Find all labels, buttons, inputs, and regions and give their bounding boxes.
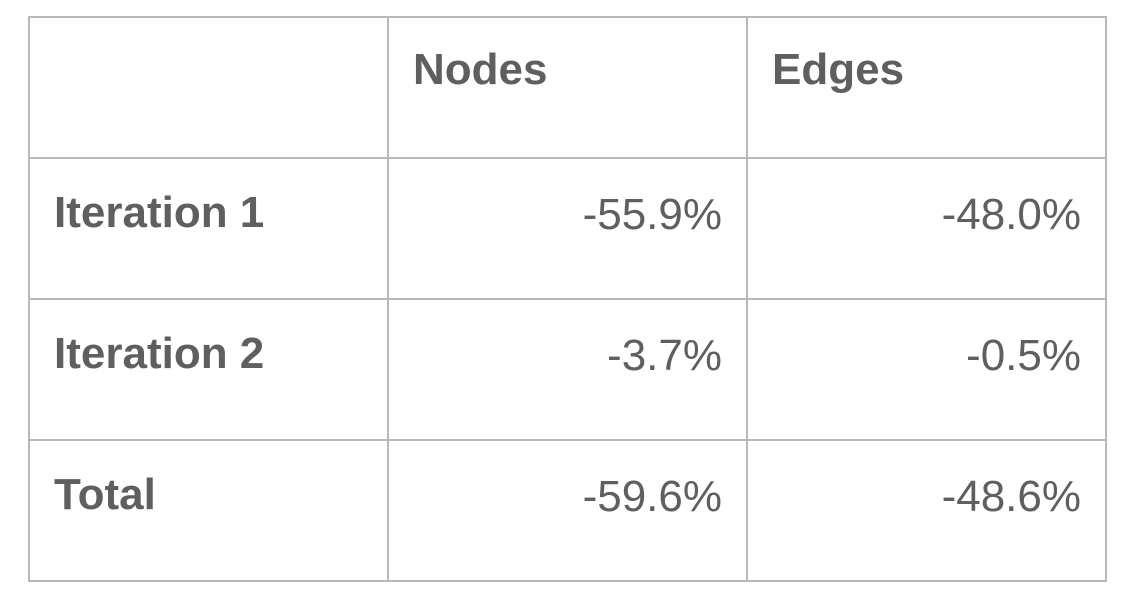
header-empty-cell (28, 16, 389, 159)
cell-iteration-1-nodes: -55.9% (387, 157, 748, 300)
table-row: Total -59.6% -48.6% (28, 439, 1107, 582)
row-label-total: Total (28, 439, 389, 582)
header-edges: Edges (746, 16, 1107, 159)
cell-iteration-2-nodes: -3.7% (387, 298, 748, 441)
cell-total-edges: -48.6% (746, 439, 1107, 582)
reduction-table: Nodes Edges Iteration 1 -55.9% -48.0% It… (28, 16, 1107, 582)
header-row: Nodes Edges (28, 16, 1107, 159)
cell-total-nodes: -59.6% (387, 439, 748, 582)
table-row: Iteration 2 -3.7% -0.5% (28, 298, 1107, 441)
row-label-iteration-1: Iteration 1 (28, 157, 389, 300)
table-row: Iteration 1 -55.9% -48.0% (28, 157, 1107, 300)
row-label-iteration-2: Iteration 2 (28, 298, 389, 441)
header-nodes: Nodes (387, 16, 748, 159)
data-table-container: Nodes Edges Iteration 1 -55.9% -48.0% It… (28, 16, 1107, 582)
cell-iteration-1-edges: -48.0% (746, 157, 1107, 300)
cell-iteration-2-edges: -0.5% (746, 298, 1107, 441)
